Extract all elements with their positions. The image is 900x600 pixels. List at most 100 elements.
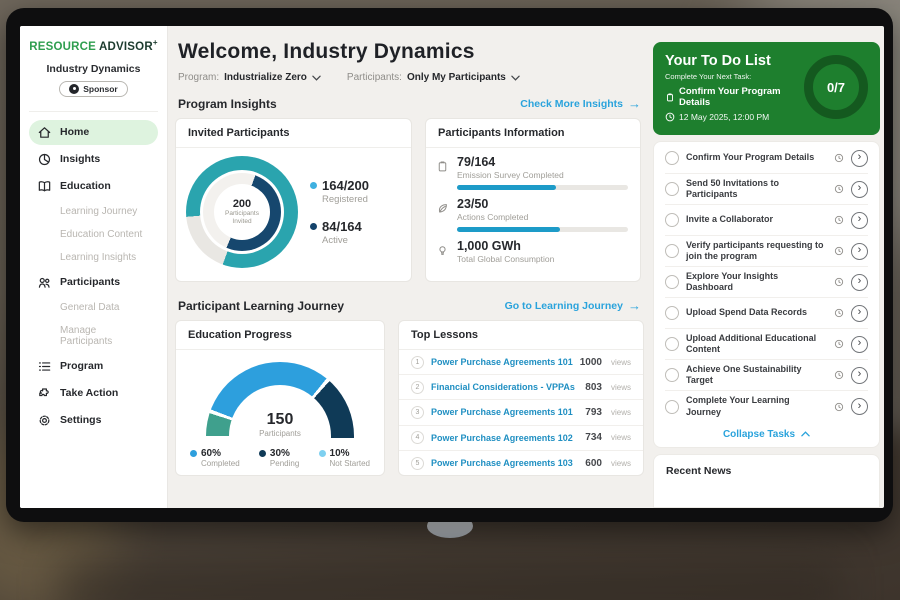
- link-label: Check More Insights: [520, 97, 623, 110]
- sidebar-item-general-data[interactable]: General Data: [29, 297, 158, 318]
- chevron-right-icon[interactable]: ›: [851, 242, 868, 260]
- task-row[interactable]: Achieve One Sustainability Target ›: [665, 360, 868, 391]
- legend-value: 10%: [329, 448, 350, 459]
- info-label: Total Global Consumption: [457, 254, 555, 264]
- task-row[interactable]: Send 50 Invitations to Participants ›: [665, 174, 868, 205]
- task-row[interactable]: Confirm Your Program Details ›: [665, 143, 868, 174]
- participants-filter[interactable]: Participants: Only My Participants: [347, 72, 520, 83]
- clipboard-icon: [436, 155, 450, 190]
- task-row[interactable]: Verify participants requesting to join t…: [665, 236, 868, 267]
- invited-donut-chart: 200 Participants Invited: [186, 156, 298, 268]
- sidebar-item-manage-participants[interactable]: Manage Participants: [29, 320, 158, 352]
- sidebar-item-label: Learning Insights: [60, 251, 137, 263]
- clock-icon: [834, 339, 844, 349]
- lesson-row[interactable]: 5 Power Purchase Agreements 103 600 view…: [399, 451, 643, 475]
- info-row-actions: 23/50 Actions Completed: [436, 197, 628, 232]
- task-checkbox[interactable]: [665, 182, 679, 196]
- org-block: Industry Dynamics Sponsor: [29, 53, 158, 112]
- task-checkbox[interactable]: [665, 275, 679, 289]
- task-checkbox[interactable]: [665, 337, 679, 351]
- lesson-row[interactable]: 2 Financial Considerations - VPPAs 803 v…: [399, 375, 643, 401]
- sidebar-item-insights[interactable]: Insights: [29, 147, 158, 172]
- chevron-right-icon[interactable]: ›: [851, 180, 868, 198]
- people-icon: [37, 275, 52, 290]
- sidebar-item-settings[interactable]: Settings: [29, 408, 158, 433]
- lesson-link[interactable]: Power Purchase Agreements 101: [431, 357, 573, 368]
- sidebar-item-education[interactable]: Education: [29, 174, 158, 199]
- collapse-tasks-link[interactable]: Collapse Tasks: [665, 422, 868, 446]
- lesson-rank: 5: [411, 456, 424, 470]
- task-row[interactable]: Complete Your Learning Journey ›: [665, 391, 868, 422]
- participants-information-card: Participants Information 79/164 Emission…: [425, 118, 641, 282]
- sidebar-nav: Home Insights Education Learning Journey…: [29, 119, 158, 433]
- lesson-rank: 1: [411, 355, 424, 369]
- lesson-link[interactable]: Power Purchase Agreements 103: [431, 458, 573, 469]
- todo-subtitle: Complete Your Next Task:: [665, 72, 752, 81]
- chevron-right-icon[interactable]: ›: [851, 398, 868, 415]
- todo-panel: Your To Do List Complete Your Next Task:…: [653, 26, 884, 508]
- todo-due-date: 12 May 2025, 12:00 PM: [665, 112, 798, 122]
- task-checkbox[interactable]: [665, 306, 679, 320]
- lesson-row[interactable]: 4 Power Purchase Agreements 102 734 view…: [399, 426, 643, 451]
- task-label: Verify participants requesting to join t…: [686, 239, 824, 261]
- go-to-learning-journey-link[interactable]: Go to Learning Journey →: [505, 298, 641, 313]
- lesson-row[interactable]: 3 Power Purchase Agreements 101 793 view…: [399, 400, 643, 426]
- chevron-right-icon[interactable]: ›: [851, 335, 868, 353]
- page-title: Welcome, Industry Dynamics: [178, 40, 475, 63]
- info-value: 1,000 GWh: [457, 239, 521, 253]
- task-checkbox[interactable]: [665, 368, 679, 382]
- logo-primary: RESOURCE: [29, 40, 97, 53]
- donut-legend: 164/200 Registered 84/164 Active: [310, 178, 369, 246]
- task-row[interactable]: Invite a Collaborator ›: [665, 205, 868, 236]
- lesson-row[interactable]: 1 Power Purchase Agreements 101 1000 vie…: [399, 350, 643, 376]
- task-checkbox[interactable]: [665, 213, 679, 227]
- task-checkbox[interactable]: [665, 244, 679, 258]
- task-checkbox[interactable]: [665, 151, 679, 165]
- info-card-body: 79/164 Emission Survey Completed 23/50 A…: [426, 148, 640, 264]
- info-value: 79/164: [457, 155, 496, 169]
- sidebar-item-participants[interactable]: Participants: [29, 270, 158, 295]
- task-row[interactable]: Upload Spend Data Records ›: [665, 298, 868, 329]
- todo-next-task: Confirm Your Program Details: [665, 86, 798, 108]
- legend-item-active: 84/164 Active: [310, 219, 369, 246]
- chevron-right-icon[interactable]: ›: [851, 366, 868, 384]
- info-row-consumption: 1,000 GWh Total Global Consumption: [436, 239, 628, 264]
- sidebar-item-home[interactable]: Home: [29, 119, 158, 145]
- sidebar-item-label: Settings: [60, 414, 102, 427]
- task-label: Complete Your Learning Journey: [686, 395, 790, 417]
- card-title: Invited Participants: [176, 119, 411, 148]
- task-row[interactable]: Upload Additional Educational Content ›: [665, 329, 868, 360]
- sidebar-item-label: Education Content: [60, 228, 143, 240]
- section-title: Program Insights: [178, 96, 277, 111]
- sidebar-item-take-action[interactable]: Take Action: [29, 381, 158, 406]
- sidebar-item-learning-journey[interactable]: Learning Journey: [29, 201, 158, 222]
- todo-hero-card: Your To Do List Complete Your Next Task:…: [653, 42, 880, 135]
- section-title: Participant Learning Journey: [178, 298, 345, 313]
- lesson-link[interactable]: Power Purchase Agreements 102: [431, 432, 573, 443]
- legend-item-registered: 164/200 Registered: [310, 178, 369, 205]
- org-name: Industry Dynamics: [46, 62, 141, 75]
- chevron-right-icon[interactable]: ›: [851, 149, 868, 167]
- lesson-link[interactable]: Financial Considerations - VPPAs: [431, 382, 575, 393]
- todo-title: Your To Do List: [665, 53, 771, 69]
- sidebar-item-education-content[interactable]: Education Content: [29, 224, 158, 245]
- lesson-link[interactable]: Power Purchase Agreements 101: [431, 407, 573, 418]
- book-icon: [37, 179, 52, 194]
- clock-icon: [834, 308, 844, 318]
- sidebar-item-learning-insights[interactable]: Learning Insights: [29, 247, 158, 268]
- program-filter[interactable]: Program: Industrialize Zero: [178, 72, 321, 83]
- todo-next-task-label: Confirm Your Program Details: [679, 86, 781, 108]
- recent-news-card: Recent News: [653, 454, 880, 508]
- check-more-insights-link[interactable]: Check More Insights →: [520, 96, 641, 111]
- sidebar-item-label: Program: [60, 360, 104, 373]
- legend-dot: [190, 450, 197, 457]
- chevron-right-icon[interactable]: ›: [851, 273, 868, 291]
- puzzle-icon: [37, 386, 52, 401]
- education-progress-card: Education Progress 150 Participants 60% …: [175, 320, 385, 476]
- sidebar-item-program[interactable]: Program: [29, 354, 158, 379]
- task-label: Achieve One Sustainability Target: [686, 363, 802, 385]
- task-checkbox[interactable]: [665, 399, 679, 414]
- chevron-right-icon[interactable]: ›: [851, 211, 868, 229]
- chevron-right-icon[interactable]: ›: [851, 304, 868, 322]
- task-row[interactable]: Explore Your Insights Dashboard ›: [665, 267, 868, 298]
